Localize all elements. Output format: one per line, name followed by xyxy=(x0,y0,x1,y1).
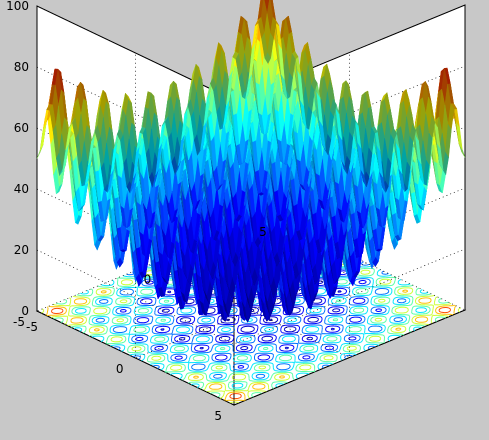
figure-window: 020406080100-505-505 xyxy=(0,0,489,435)
surface-plot[interactable]: 020406080100-505-505 xyxy=(0,0,489,435)
